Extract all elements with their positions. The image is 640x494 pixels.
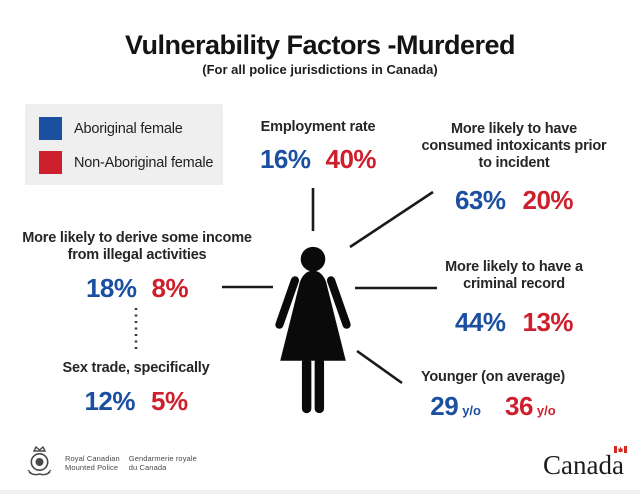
factor-illegal-income: More likely to derive some income from i… <box>22 230 252 304</box>
factor-label: Sex trade, specifically <box>62 360 210 376</box>
canada-flag-icon <box>614 446 627 453</box>
aboriginal-value: 29 <box>430 391 459 421</box>
legend-item-aboriginal: Aboriginal female <box>39 117 183 140</box>
aboriginal-value: 12% <box>84 386 135 416</box>
factor-label: More likely to derive some income from i… <box>22 230 252 263</box>
non-aboriginal-value: 36 <box>505 391 533 421</box>
rcmp-en-line1: Royal Canadian <box>65 454 120 463</box>
aboriginal-value-group: 29 y/o <box>430 391 481 422</box>
non-aboriginal-unit: y/o <box>536 403 556 418</box>
factor-employment-rate: Employment rate 16% 40% <box>233 119 403 175</box>
aboriginal-color-swatch <box>39 117 62 140</box>
non-aboriginal-value: 20% <box>522 185 574 215</box>
rcmp-text-french: Gendarmerie royale du Canada <box>129 454 197 472</box>
rcmp-signature: Royal Canadian Mounted Police Gendarmeri… <box>26 445 197 481</box>
non-aboriginal-value-group: 36 y/o <box>505 391 556 422</box>
page-subtitle: (For all police jurisdictions in Canada) <box>202 62 438 77</box>
rcmp-text: Royal Canadian Mounted Police Gendarmeri… <box>65 454 197 472</box>
aboriginal-unit: y/o <box>462 403 481 418</box>
factor-younger: Younger (on average) 29 y/o 36 y/o <box>398 369 588 422</box>
legend-label: Non-Aboriginal female <box>74 154 214 171</box>
non-aboriginal-value: 8% <box>151 273 189 303</box>
woman-silhouette-icon <box>275 246 351 414</box>
non-aboriginal-value: 40% <box>325 144 377 174</box>
rcmp-text-english: Royal Canadian Mounted Police <box>65 454 120 472</box>
factor-sex-trade: Sex trade, specifically 12% 5% <box>30 360 242 417</box>
rcmp-fr-line2: du Canada <box>128 463 167 472</box>
connector-younger <box>356 349 403 385</box>
aboriginal-value: 44% <box>454 307 506 337</box>
factor-intoxicants: More likely to have consumed intoxicants… <box>420 121 608 216</box>
non-aboriginal-value: 5% <box>150 386 188 416</box>
rcmp-crest-icon <box>27 445 52 476</box>
factor-label: More likely to have consumed intoxicants… <box>421 121 607 171</box>
canada-wordmark-text: Canada <box>543 450 624 480</box>
rcmp-en-line2: Mounted Police <box>65 463 119 472</box>
aboriginal-value: 63% <box>454 185 506 215</box>
page-title: Vulnerability Factors -Murdered <box>124 30 516 60</box>
rcmp-fr-line1: Gendarmerie royale <box>128 454 197 463</box>
bottom-edge-strip <box>0 490 640 494</box>
aboriginal-value: 16% <box>259 144 311 174</box>
factor-label: Younger (on average) <box>421 369 565 385</box>
legend-item-non-aboriginal: Non-Aboriginal female <box>39 151 213 174</box>
factor-label: Employment rate <box>260 119 376 135</box>
factor-label: More likely to have a criminal record <box>445 259 583 292</box>
canada-wordmark: Canada <box>543 446 627 481</box>
non-aboriginal-color-swatch <box>39 151 62 174</box>
aboriginal-value: 18% <box>85 273 137 303</box>
factor-criminal-record: More likely to have a criminal record 44… <box>424 259 604 338</box>
non-aboriginal-value: 13% <box>522 307 574 337</box>
legend-box: Aboriginal female Non-Aboriginal female <box>25 104 223 185</box>
legend-label: Aboriginal female <box>74 120 183 137</box>
